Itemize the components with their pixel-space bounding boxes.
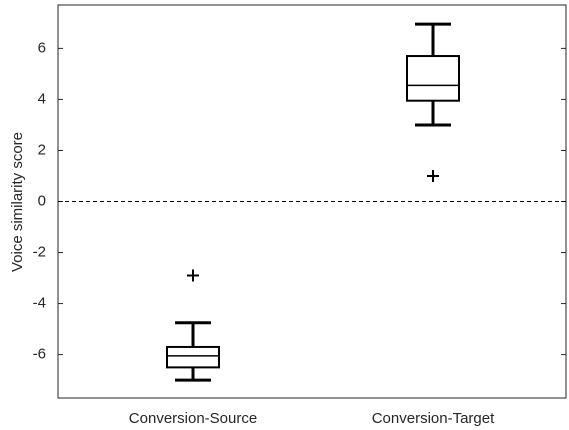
box bbox=[166, 345, 220, 369]
box bbox=[406, 55, 460, 102]
y-tick-label: -2 bbox=[33, 244, 46, 261]
y-tick-label: -6 bbox=[33, 346, 46, 363]
y-tick-label: 0 bbox=[38, 192, 46, 209]
x-tick-label: Conversion-Target bbox=[372, 410, 495, 427]
y-tick-label: 4 bbox=[38, 90, 46, 107]
y-tick-label: -4 bbox=[33, 295, 46, 312]
y-tick-label: 2 bbox=[38, 141, 46, 158]
outlier bbox=[427, 169, 439, 182]
y-tick-label: 6 bbox=[38, 39, 46, 56]
x-tick-label: Conversion-Source bbox=[129, 410, 257, 427]
y-axis-label: Voice similarity score bbox=[9, 132, 26, 272]
outlier bbox=[187, 269, 199, 282]
